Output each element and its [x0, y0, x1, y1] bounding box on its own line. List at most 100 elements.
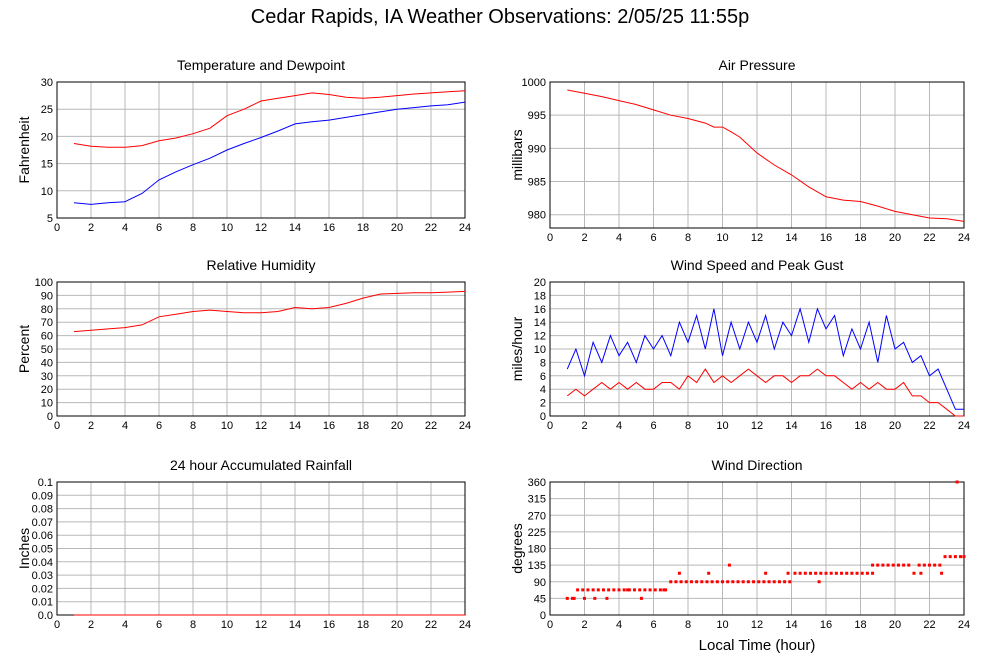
wind-plot-frame — [549, 281, 965, 417]
rain-x-tick-label: 18 — [357, 619, 369, 631]
dir-series-0-point — [741, 580, 745, 584]
rain-x-tick-label: 6 — [156, 619, 162, 631]
rain-y-tick-label: 0.04 — [32, 557, 53, 569]
rh-x-tick-label: 2 — [88, 420, 94, 432]
dir-series-0-point — [855, 571, 859, 575]
rain-y-tick-label: 0.07 — [32, 517, 53, 529]
rain-x-tick-label: 16 — [323, 619, 335, 631]
temp-x-tick-label: 12 — [255, 222, 267, 234]
wind-x-tick-label: 4 — [616, 420, 622, 432]
temp-y-axis-label: Fahrenheit — [16, 116, 32, 183]
rain-x-tick-label: 8 — [190, 619, 196, 631]
temp-y-tick-label: 20 — [41, 131, 53, 143]
dir-series-0-point — [638, 588, 642, 592]
dir-series-0-point — [959, 555, 963, 559]
dir-series-0-point — [626, 588, 630, 592]
dir-x-tick-label: 8 — [685, 619, 691, 631]
dir-series-0-point — [834, 571, 838, 575]
dir-series-0-point — [840, 571, 844, 575]
dir-series-0-point — [622, 588, 626, 592]
pres-x-tick-label: 4 — [616, 232, 622, 244]
dir-series-0-point — [824, 571, 828, 575]
wind-y-tick-label: 12 — [534, 331, 546, 343]
dir-series-0-point — [928, 563, 931, 567]
rain-y-tick-label: 0.0 — [38, 610, 53, 622]
temp-y-tick-label: 25 — [41, 104, 53, 116]
rain-x-tick-label: 0 — [54, 619, 60, 631]
rain-y-tick-label: 0.05 — [32, 544, 53, 556]
wind-x-tick-label: 24 — [958, 420, 970, 432]
dir-series-0-point — [710, 580, 714, 584]
temp-x-tick-label: 10 — [221, 222, 233, 234]
temp-x-tick-label: 22 — [425, 222, 437, 234]
dir-series-0-point — [955, 480, 959, 484]
dir-series-0-point — [817, 580, 821, 584]
dir-series-0-point — [572, 596, 576, 600]
rh-y-tick-label: 70 — [41, 317, 53, 329]
temp-x-tick-label: 8 — [190, 222, 196, 234]
dir-series-0-point — [617, 588, 621, 592]
dir-series-0-point — [871, 563, 875, 567]
wind-y-tick-label: 18 — [534, 290, 546, 302]
dir-series-0-point — [876, 563, 880, 567]
rh-y-tick-label: 60 — [41, 331, 53, 343]
pres-y-tick-label: 980 — [528, 210, 546, 222]
rain-x-tick-label: 2 — [88, 619, 94, 631]
dir-series-0-point — [684, 580, 688, 584]
dir-series-0-point — [583, 596, 586, 600]
dir-series-0-point — [570, 596, 574, 600]
dir-series-0-point — [786, 571, 790, 575]
dir-series-0-point — [658, 588, 662, 592]
pres-x-tick-label: 6 — [650, 232, 656, 244]
temp-y-tick-label: 15 — [41, 159, 53, 171]
wind-y-axis-label: miles/hour — [509, 316, 525, 381]
rh-y-tick-label: 50 — [41, 344, 53, 356]
dir-series-0-point — [662, 588, 666, 592]
dir-y-tick-label: 135 — [528, 560, 546, 572]
dir-y-tick-label: 360 — [528, 477, 546, 489]
dir-series-0-point — [746, 580, 750, 584]
dir-y-tick-label: 90 — [534, 577, 546, 589]
dir-series-0-point — [677, 571, 681, 575]
pres-x-tick-label: 18 — [854, 232, 866, 244]
dir-series-0-point — [648, 588, 652, 592]
dir-series-0-point — [586, 588, 590, 592]
pres-x-tick-label: 0 — [547, 232, 553, 244]
dir-series-0-point — [922, 563, 926, 567]
pres-x-tick-label: 22 — [923, 232, 935, 244]
dir-series-0-point — [912, 571, 916, 575]
rain-x-tick-label: 12 — [255, 619, 267, 631]
pres-x-tick-label: 14 — [785, 232, 797, 244]
temp-x-tick-label: 14 — [289, 222, 301, 234]
dir-y-tick-label: 225 — [528, 527, 546, 539]
dir-x-tick-label: 2 — [581, 619, 587, 631]
wind-x-tick-label: 2 — [581, 420, 587, 432]
dir-series-0-point — [715, 580, 719, 584]
dir-series-0-point — [689, 580, 693, 584]
pres-y-tick-label: 985 — [528, 177, 546, 189]
dir-x-tick-label: 6 — [650, 619, 656, 631]
dir-x-tick-label: 24 — [958, 619, 970, 631]
dir-series-0-point — [845, 571, 849, 575]
dir-series-0-point — [891, 563, 895, 567]
dir-series-0-point — [593, 596, 597, 600]
dir-series-0-point — [653, 588, 657, 592]
rh-x-tick-label: 22 — [425, 420, 437, 432]
rh-x-tick-label: 18 — [357, 420, 369, 432]
dir-series-0-point — [943, 555, 947, 559]
dir-series-0-point — [707, 571, 711, 575]
dir-series-0-point — [565, 596, 569, 600]
dir-x-tick-label: 16 — [820, 619, 832, 631]
rain-x-tick-label: 10 — [221, 619, 233, 631]
rh-x-tick-label: 14 — [289, 420, 301, 432]
dir-series-0-point — [627, 588, 631, 592]
rain-x-tick-label: 22 — [425, 619, 437, 631]
dir-y-tick-label: 45 — [534, 593, 546, 605]
dir-chart-title: Wind Direction — [711, 457, 802, 473]
temp-x-tick-label: 0 — [54, 222, 60, 234]
wind-y-tick-label: 4 — [540, 384, 546, 396]
pres-y-tick-label: 1000 — [522, 77, 546, 89]
dir-x-tick-label: 18 — [854, 619, 866, 631]
wind-y-tick-label: 8 — [540, 357, 546, 369]
dir-x-tick-label: 14 — [785, 619, 797, 631]
